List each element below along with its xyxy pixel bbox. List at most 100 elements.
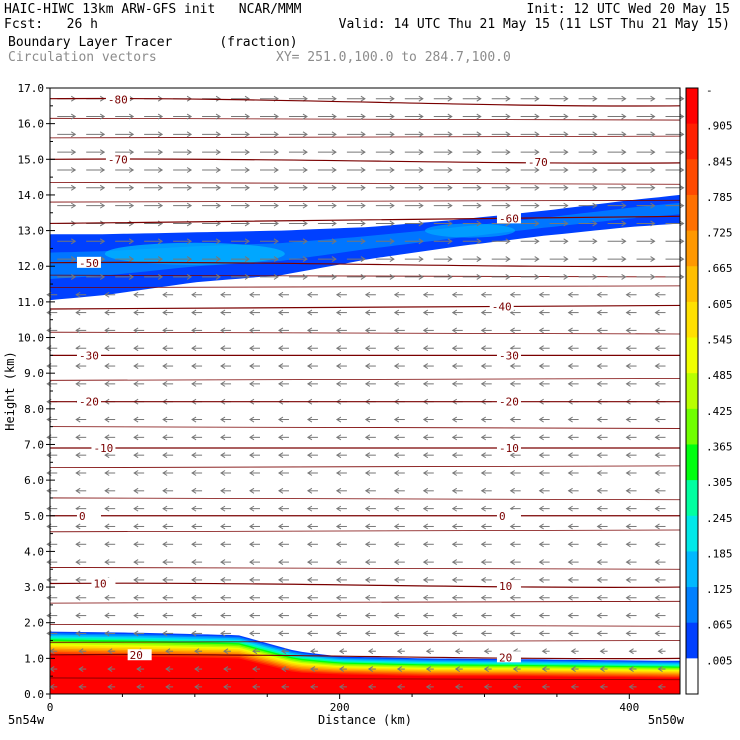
wind-vector-313 xyxy=(191,434,203,441)
wind-vector-head xyxy=(621,167,627,173)
wind-vector-head xyxy=(596,594,602,601)
wind-vector-head xyxy=(538,434,544,441)
wind-vector-head xyxy=(592,131,598,138)
wind-vector-head xyxy=(567,345,573,352)
temperature-contour-10 xyxy=(49,582,681,588)
wind-vector-head xyxy=(596,434,602,441)
wind-vector-563 xyxy=(433,238,453,245)
wind-vector-687 xyxy=(202,131,222,138)
wind-vector-207 xyxy=(306,523,318,530)
colorbar-label-9: .425 xyxy=(706,405,733,418)
wind-vector-660 xyxy=(57,149,77,156)
wind-vector-head xyxy=(331,184,337,191)
wind-vector-406 xyxy=(335,363,347,369)
wind-vector-71 xyxy=(191,630,203,637)
wind-vector-342 xyxy=(393,416,405,423)
wind-vector-head xyxy=(393,345,400,352)
wind-vector-head xyxy=(592,256,598,263)
wind-vector-83 xyxy=(538,630,550,637)
wind-vector-head xyxy=(335,380,342,387)
wind-vector-132 xyxy=(46,577,58,583)
wind-vector-323 xyxy=(480,434,492,441)
wind-vector-121 xyxy=(364,594,376,601)
wind-vector-head xyxy=(220,345,226,352)
wind-vector-448 xyxy=(278,327,289,334)
wind-vector-550 xyxy=(57,238,77,245)
contour-label-20: 20 xyxy=(499,651,512,664)
wind-vector-675 xyxy=(491,149,511,156)
wind-vector-head xyxy=(191,541,197,548)
wind-vector-449 xyxy=(306,327,318,334)
wind-vector-head xyxy=(165,683,171,690)
wind-vector-634 xyxy=(578,184,598,191)
wind-vector-280 xyxy=(509,470,521,476)
wind-vector-head xyxy=(244,113,250,120)
wind-vector-head xyxy=(215,167,222,173)
wind-vector-head xyxy=(654,470,660,476)
wind-vector-332 xyxy=(104,416,116,423)
wind-vector-744 xyxy=(578,95,598,102)
wind-vector-178 xyxy=(104,541,116,548)
tracer-fill-layer xyxy=(50,194,680,694)
wind-vector-94 xyxy=(220,612,232,619)
wind-vector-505 xyxy=(654,291,666,298)
contour-label-bg xyxy=(496,509,521,521)
wind-vector-425 xyxy=(249,345,260,352)
wind-vector-715 xyxy=(375,113,395,120)
wind-vector-head xyxy=(454,648,461,655)
wind-vector-head xyxy=(133,630,139,637)
y-tick-label: 5.0 xyxy=(24,510,44,523)
wind-vector-142 xyxy=(335,577,347,583)
wind-vector-220 xyxy=(46,505,58,512)
wind-vector-head xyxy=(625,470,631,476)
wind-vector-36 xyxy=(454,666,463,672)
contour-label-bg xyxy=(76,256,101,268)
contour-label--10: -10 xyxy=(499,442,519,455)
wind-vector-574 xyxy=(115,220,135,227)
wind-vector-head xyxy=(650,184,656,191)
wind-vector-185 xyxy=(306,541,318,548)
wind-vector-head xyxy=(104,380,110,387)
wind-vector-head xyxy=(162,541,168,548)
wind-vector-722 xyxy=(578,113,598,120)
wind-vector-head xyxy=(278,577,284,583)
wind-vector-31 xyxy=(309,666,318,672)
wind-vector-head xyxy=(186,167,193,173)
wind-vector-head xyxy=(223,683,229,690)
wind-vector-head xyxy=(393,559,400,566)
wind-vector-head xyxy=(393,523,400,530)
wind-vector-head xyxy=(133,380,139,387)
wind-vector-73 xyxy=(249,630,260,637)
y-tick-label: 1.0 xyxy=(24,652,44,665)
wind-vector-507 xyxy=(86,274,106,280)
contour-label-bg xyxy=(91,577,116,589)
wind-vector-269 xyxy=(191,470,203,476)
wind-vector-424 xyxy=(220,345,232,352)
wind-vector-82 xyxy=(509,630,521,637)
wind-vector-head xyxy=(567,487,573,494)
wind-vector-head xyxy=(396,683,403,690)
wind-vector-head xyxy=(75,416,81,423)
wind-vector-head xyxy=(162,612,168,619)
wind-vector-325 xyxy=(538,434,550,441)
isoline-11 xyxy=(49,285,681,289)
wind-vector-head xyxy=(393,416,400,423)
wind-vector-648 xyxy=(346,167,366,173)
wind-vector-head xyxy=(541,666,547,672)
wind-vector-295 xyxy=(306,452,318,459)
wind-vector-189 xyxy=(422,541,434,548)
wind-vector-head xyxy=(157,274,164,280)
wind-vector-head xyxy=(563,238,569,245)
wind-vector-head xyxy=(509,416,515,423)
wind-vector-86 xyxy=(625,630,637,637)
wind-vector-head xyxy=(538,380,544,387)
wind-vector-head xyxy=(309,683,316,690)
wind-vector-333 xyxy=(133,416,145,423)
wind-vector-170 xyxy=(509,559,521,566)
wind-vector-127 xyxy=(538,594,550,601)
wind-vector-691 xyxy=(317,131,337,138)
wind-vector-head xyxy=(157,113,164,120)
wind-vector-head xyxy=(621,256,627,263)
wind-vector-head xyxy=(505,149,511,156)
wind-vector-530 xyxy=(115,256,135,263)
